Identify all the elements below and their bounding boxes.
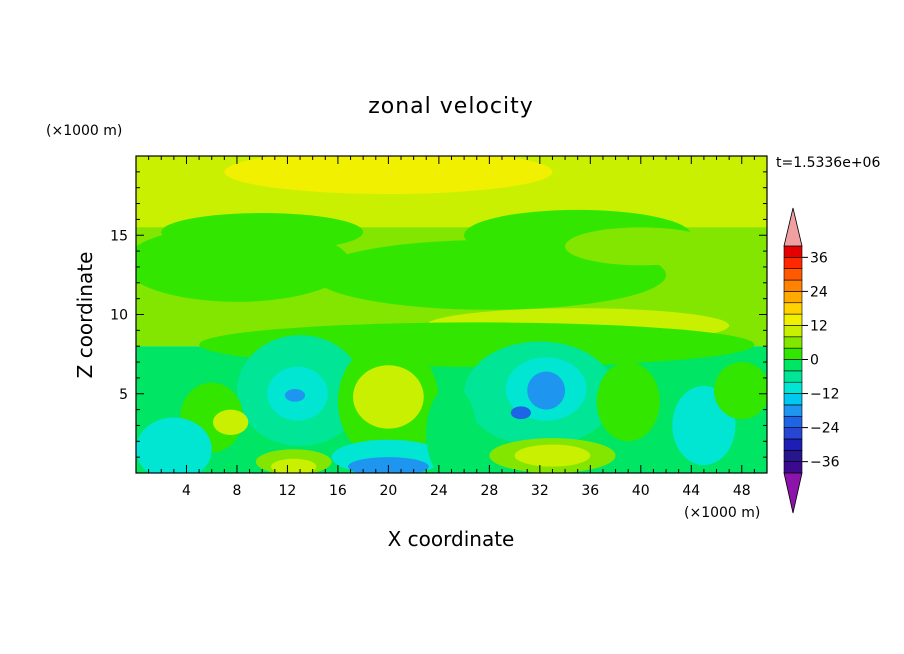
- colorbar-segment: [783, 427, 803, 440]
- colorbar-tick-label: −24: [810, 421, 840, 437]
- colorbar-segment: [783, 449, 803, 462]
- field-region: [271, 458, 317, 473]
- colorbar-tick-label: −36: [810, 455, 840, 471]
- colorbar-segment: [783, 257, 803, 270]
- y-axis-unit: (×1000 m): [46, 123, 122, 139]
- x-tick-label: 24: [430, 483, 448, 499]
- y-tick-label: 5: [119, 387, 128, 403]
- x-axis-unit: (×1000 m): [684, 505, 760, 521]
- x-tick-label: 4: [182, 483, 191, 499]
- y-tick-label: 15: [110, 228, 128, 244]
- colorbar-tick-label: 0: [810, 353, 819, 369]
- colorbar-over-arrow: [783, 207, 803, 247]
- x-tick-label: 44: [682, 483, 700, 499]
- field-region: [161, 213, 364, 252]
- colorbar-segment: [783, 381, 803, 394]
- field-region: [212, 409, 249, 435]
- colorbar-tick-label: 12: [810, 318, 828, 334]
- x-tick-label: 32: [531, 483, 549, 499]
- colorbar-segment: [783, 268, 803, 281]
- colorbar-tick-label: −12: [810, 387, 840, 403]
- x-tick-label: 48: [733, 483, 751, 499]
- x-tick-label: 8: [232, 483, 241, 499]
- x-axis: 4 8 12 16 20 24 28 32 36 40 44 48: [148, 156, 755, 499]
- colorbar-segment: [783, 347, 803, 360]
- x-axis-label: X coordinate: [388, 527, 515, 551]
- chart-title: zonal velocity: [368, 94, 534, 119]
- colorbar-segment: [783, 325, 803, 338]
- colorbar-segment: [783, 404, 803, 417]
- colorbar-segment: [783, 336, 803, 349]
- y-axis: 5 10 15: [110, 171, 767, 458]
- field-region: [527, 371, 566, 410]
- field-region: [514, 444, 591, 467]
- colorbar-tick-label: 36: [810, 250, 828, 266]
- colorbar-under-arrow: [783, 472, 803, 514]
- field-region: [714, 362, 767, 420]
- colorbar-segment: [783, 359, 803, 372]
- field-region: [136, 417, 212, 473]
- colorbar-tick-label: 24: [810, 284, 828, 300]
- x-tick-label: 40: [632, 483, 650, 499]
- field-region: [353, 365, 424, 429]
- x-tick-label: 16: [329, 483, 347, 499]
- field-region: [565, 227, 717, 266]
- colorbar-segment: [783, 313, 803, 326]
- colorbar-segment: [783, 393, 803, 406]
- colorbar-segment: [783, 291, 803, 304]
- time-label: t=1.5336e+06: [776, 155, 880, 171]
- colorbar-segment: [783, 438, 803, 451]
- colorbar-segment: [783, 302, 803, 315]
- field-region: [224, 156, 553, 195]
- field-region: [426, 385, 477, 473]
- colorbar-segment: [783, 279, 803, 292]
- y-axis-label: Z coordinate: [73, 252, 97, 379]
- colorbar-segment: [783, 370, 803, 383]
- field-region: [136, 304, 288, 337]
- y-tick-label: 10: [110, 308, 128, 324]
- field-region: [510, 406, 532, 420]
- field-region: [596, 362, 660, 442]
- x-tick-label: 12: [279, 483, 297, 499]
- x-tick-label: 36: [581, 483, 599, 499]
- x-tick-label: 20: [379, 483, 397, 499]
- colorbar: 36 24 12 0 −12 −24 −36: [783, 207, 840, 514]
- colorbar-segment: [783, 461, 803, 474]
- colorbar-segment: [783, 415, 803, 428]
- velocity-field: [136, 156, 767, 473]
- field-region: [284, 388, 306, 402]
- x-tick-label: 28: [480, 483, 498, 499]
- colorbar-segment: [783, 245, 803, 258]
